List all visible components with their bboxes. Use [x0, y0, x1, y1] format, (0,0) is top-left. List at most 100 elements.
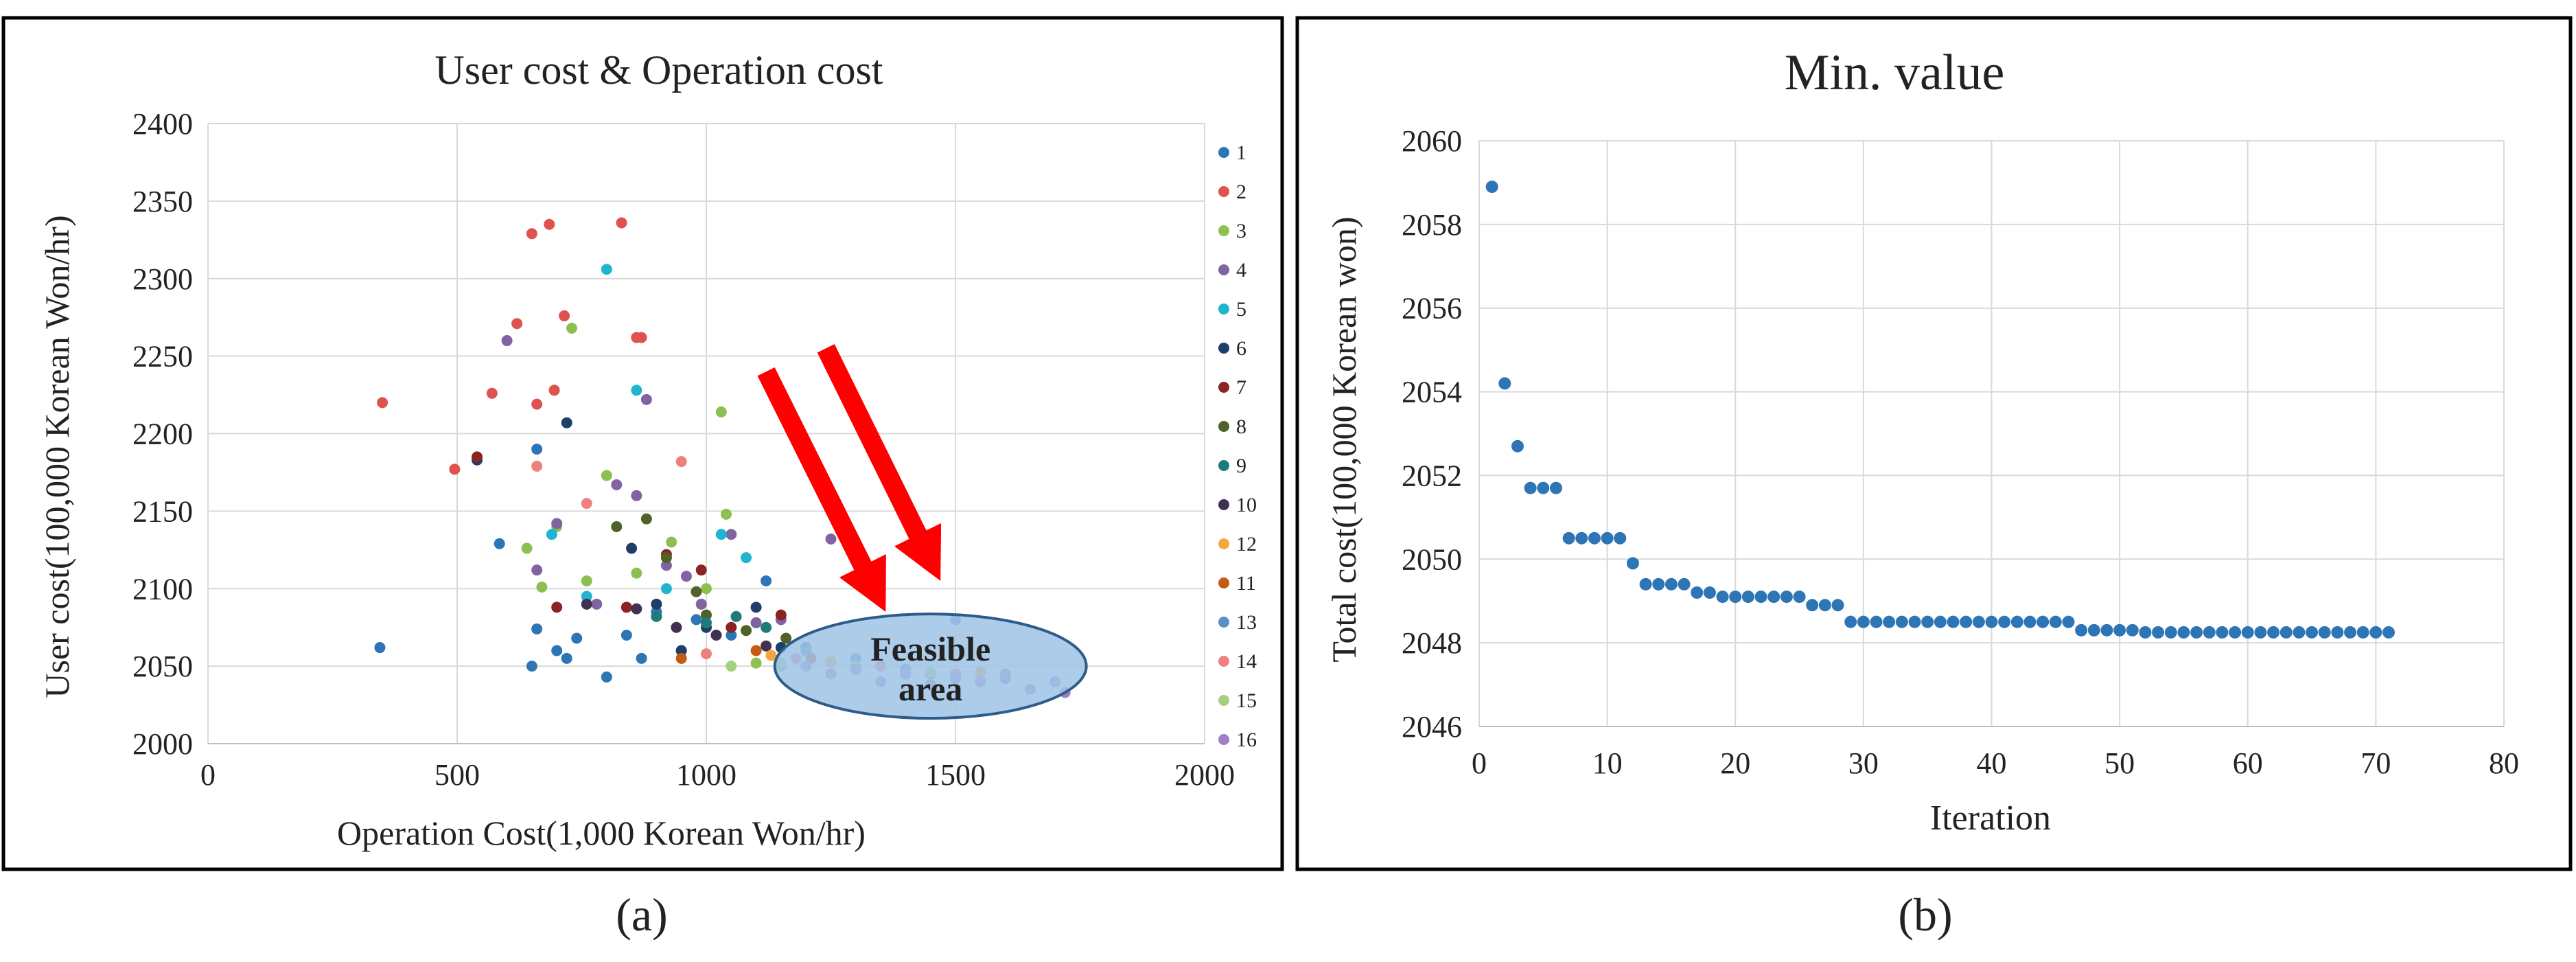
panel-b-frame: [1295, 16, 2573, 871]
series-10-point: [581, 598, 592, 610]
iteration-point: [1703, 586, 1716, 599]
x-tick-label: 20: [1720, 746, 1750, 780]
iteration-point: [2010, 615, 2023, 628]
series-5-point: [631, 385, 642, 396]
series-6-point: [675, 645, 687, 656]
series-3-point: [721, 508, 732, 520]
legend-label-13: 13: [1236, 611, 1257, 634]
series-4-point: [680, 571, 692, 582]
iteration-point: [2344, 626, 2357, 639]
feasible-area-label-line1: Feasible: [870, 630, 990, 668]
iteration-point: [1652, 577, 1665, 591]
iteration-point: [1614, 531, 1627, 545]
x-tick-label: 10: [1592, 746, 1623, 780]
red-arrow: [757, 367, 886, 612]
iteration-point: [1780, 591, 1793, 604]
series-14-point: [531, 460, 543, 472]
series-4-point: [531, 564, 543, 576]
iteration-point: [2369, 626, 2382, 639]
y-tick-label: 2046: [1402, 710, 1462, 744]
iteration-point: [1524, 481, 1537, 494]
series-6-point: [626, 542, 638, 554]
iteration-point: [2139, 626, 2152, 639]
series-11-point: [675, 652, 687, 664]
series-9-point: [701, 617, 712, 628]
y-tick-label: 2400: [132, 107, 193, 141]
series-4-point: [750, 617, 762, 628]
iteration-point: [2152, 626, 2165, 639]
series-10-point: [710, 629, 722, 641]
legend-marker-1: [1218, 147, 1229, 158]
panel-a-frame: [1, 16, 1284, 871]
series-7-point: [775, 609, 787, 621]
series-8-point: [660, 552, 672, 564]
series-1-point: [761, 575, 772, 586]
series-2-point: [449, 463, 461, 475]
legend-label-2: 2: [1236, 181, 1246, 203]
iteration-point: [1998, 615, 2011, 628]
series-2-point: [511, 318, 523, 330]
series-4-point: [501, 335, 513, 347]
panel-a-y-tick-labels: 2000 2050 2100 2150 2200 2250 2300 2350 2400: [132, 107, 193, 761]
legend-marker-2: [1218, 186, 1229, 197]
x-tick-label: 1000: [676, 758, 736, 792]
x-tick-label: 0: [200, 758, 216, 792]
y-tick-label: 2050: [1402, 542, 1462, 576]
iteration-point: [1549, 481, 1562, 494]
series-3-point: [601, 470, 612, 481]
series-1-point: [726, 629, 737, 641]
iteration-point: [2203, 626, 2216, 639]
panel-b-y-label: Total cost(100,000 Korean won): [1325, 216, 1363, 662]
iteration-point: [2279, 626, 2293, 639]
iteration-point: [1806, 599, 1819, 612]
series-2-point: [616, 217, 627, 229]
legend-marker-14: [1218, 656, 1229, 667]
iteration-point: [1934, 615, 1947, 628]
y-tick-label: 2150: [132, 494, 193, 528]
iteration-point: [1601, 531, 1614, 545]
iteration-point: [2241, 626, 2254, 639]
series-2-point: [544, 218, 555, 230]
legend-marker-9: [1218, 460, 1229, 471]
panel-b-grid: [1478, 140, 2505, 727]
iteration-point: [2037, 615, 2050, 628]
y-tick-label: 2250: [132, 340, 193, 374]
panel-a-arrows: [757, 344, 942, 612]
legend-marker-6: [1218, 343, 1229, 354]
legend-marker-13: [1218, 617, 1229, 628]
iteration-point: [1664, 577, 1678, 591]
y-tick-label: 2052: [1402, 459, 1462, 492]
iteration-point: [1729, 591, 1742, 604]
series-11-point: [750, 645, 762, 656]
panel-a-y-label: User cost(100,000 Korean Won/hr): [38, 215, 76, 698]
iteration-point: [1537, 481, 1550, 494]
series-4-point: [640, 393, 652, 405]
iteration-point: [2267, 626, 2280, 639]
series-9-point: [761, 621, 772, 633]
legend-marker-8: [1218, 421, 1229, 432]
series-1-point: [526, 661, 537, 672]
x-tick-label: 1500: [925, 758, 986, 792]
iteration-point: [2293, 626, 2306, 639]
legend-marker-10: [1218, 499, 1229, 510]
series-7-point: [726, 621, 737, 633]
iteration-point: [1960, 615, 1973, 628]
series-4-point: [611, 479, 623, 490]
series-5-point: [660, 583, 672, 595]
y-tick-label: 2300: [132, 262, 193, 296]
panel-a-x-label: Operation Cost(1,000 Korean Won/hr): [337, 814, 866, 852]
panel-b-caption: (b): [1898, 889, 1952, 941]
series-1-point: [531, 444, 543, 455]
iteration-point: [1639, 577, 1652, 591]
x-tick-label: 500: [434, 758, 480, 792]
panel-a-x-tick-labels: 0 500 1000 1500 2000: [200, 758, 1235, 792]
y-tick-label: 2050: [132, 650, 193, 683]
panel-b-y-tick-labels: 2046 2048 2050 2052 2054 2056 2058 2060: [1402, 124, 1462, 744]
series-9-point: [651, 610, 662, 622]
series-3-point: [521, 542, 533, 554]
series-6-point: [651, 598, 662, 610]
iteration-point: [2190, 626, 2203, 639]
y-tick-label: 2200: [132, 417, 193, 451]
iteration-point: [2164, 626, 2177, 639]
